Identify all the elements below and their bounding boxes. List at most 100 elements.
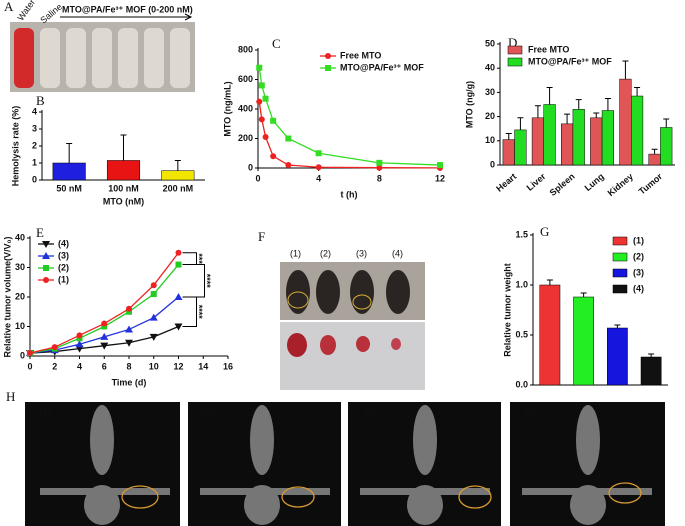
annotation: ***	[194, 253, 204, 264]
y-tick-label: 40	[485, 63, 495, 73]
x-tick-label: 14	[198, 361, 208, 371]
y-tick-label: 0	[248, 162, 253, 172]
photo-label: (4)	[525, 406, 536, 416]
y-tick-label: 2	[32, 140, 37, 150]
error-bar	[66, 142, 73, 163]
bar	[631, 95, 644, 166]
marker	[325, 53, 331, 59]
y-tick-label: 1.5	[515, 229, 528, 239]
bar	[640, 356, 662, 386]
bracket	[182, 264, 205, 298]
x-axis-label: t (h)	[341, 189, 358, 199]
legend-label: (4)	[633, 283, 644, 293]
marker	[100, 332, 109, 340]
circle-mark	[608, 482, 642, 504]
error-bar	[614, 324, 621, 328]
y-axis-label: Hemolysis rate (%)	[10, 106, 20, 187]
y-tick-label: 800	[238, 44, 253, 54]
legend-label: (3)	[58, 250, 69, 260]
marker	[27, 350, 33, 357]
y-axis-label: Relative tumor volume(V/V₀)	[2, 236, 12, 357]
y-tick-label: 600	[238, 74, 253, 84]
x-tick-label: 8	[377, 173, 382, 183]
panel-label: D	[508, 35, 517, 50]
bar	[514, 129, 527, 166]
error-bar	[120, 134, 127, 161]
y-tick-label: 0	[490, 159, 495, 169]
marker	[75, 340, 84, 348]
y-tick-label: 20	[15, 291, 25, 301]
line	[258, 101, 441, 169]
x-tick-label: 10	[149, 361, 159, 371]
tube	[144, 28, 164, 88]
error-bar	[663, 118, 670, 128]
panel-label: E	[36, 225, 44, 240]
error-bar	[648, 353, 655, 357]
y-axis-label: MTO (ng/mL)	[222, 81, 232, 136]
legend-swatch	[612, 284, 628, 294]
error-bar	[634, 87, 641, 97]
marker	[125, 325, 133, 333]
bar	[531, 117, 544, 166]
x-tick-label: Spleen	[548, 171, 577, 198]
circle-mark	[121, 485, 159, 509]
error-bar	[651, 148, 658, 155]
marker	[51, 344, 58, 351]
marker	[76, 332, 83, 339]
circle-mark	[458, 485, 492, 509]
circle-mark	[352, 294, 372, 310]
y-tick-label: 30	[485, 87, 495, 97]
marker	[315, 150, 322, 157]
panel-label: G	[540, 224, 549, 239]
photo-label: (1)	[40, 406, 51, 416]
photo-label: (4)	[392, 248, 403, 258]
photo-label: (1)	[290, 248, 301, 258]
photo-label: Water	[15, 0, 37, 23]
circle-mark	[281, 486, 315, 508]
marker	[101, 320, 108, 327]
bar	[539, 284, 561, 386]
y-tick-label: 3	[32, 123, 37, 133]
x-tick-label: 8	[126, 361, 131, 371]
error-bar	[517, 117, 524, 130]
y-tick-label: 20	[485, 111, 495, 121]
legend-label: MTO@PA/Fe³⁺ MOF	[528, 56, 612, 66]
bar	[161, 170, 195, 181]
error-bar	[575, 99, 582, 110]
marker	[42, 241, 50, 248]
line	[258, 67, 441, 166]
mouse	[350, 270, 374, 314]
error-bar	[174, 159, 181, 171]
tube	[92, 28, 112, 88]
error-bar	[546, 279, 553, 285]
legend-label: (2)	[633, 251, 644, 261]
x-tick-label: 200 nM	[163, 183, 194, 193]
tube	[118, 28, 138, 88]
tumor	[320, 335, 336, 355]
tumor	[287, 333, 307, 357]
legend-swatch	[507, 57, 523, 67]
bar	[648, 153, 661, 166]
error-bar	[593, 112, 600, 118]
marker	[258, 82, 265, 89]
mouse	[386, 270, 410, 314]
panel-label: C	[272, 36, 281, 51]
bar	[601, 110, 614, 166]
marker	[42, 252, 50, 259]
tumor	[356, 336, 370, 352]
marker	[270, 117, 277, 124]
error-bar	[564, 113, 571, 124]
circle-mark	[287, 291, 309, 309]
tumor	[391, 338, 401, 350]
panel-label: A	[4, 0, 14, 14]
x-tick-label: 4	[316, 173, 321, 183]
photo-f: F (1) (2) (3) (4)	[258, 229, 425, 390]
photo-label: (3)	[365, 406, 376, 416]
x-tick-label: 12	[435, 173, 445, 183]
legend-label: (2)	[58, 262, 69, 272]
bracket	[182, 296, 197, 327]
bar	[573, 296, 594, 386]
y-tick-label: 0.0	[515, 379, 528, 389]
x-axis-label: MTO (nM)	[103, 196, 144, 206]
